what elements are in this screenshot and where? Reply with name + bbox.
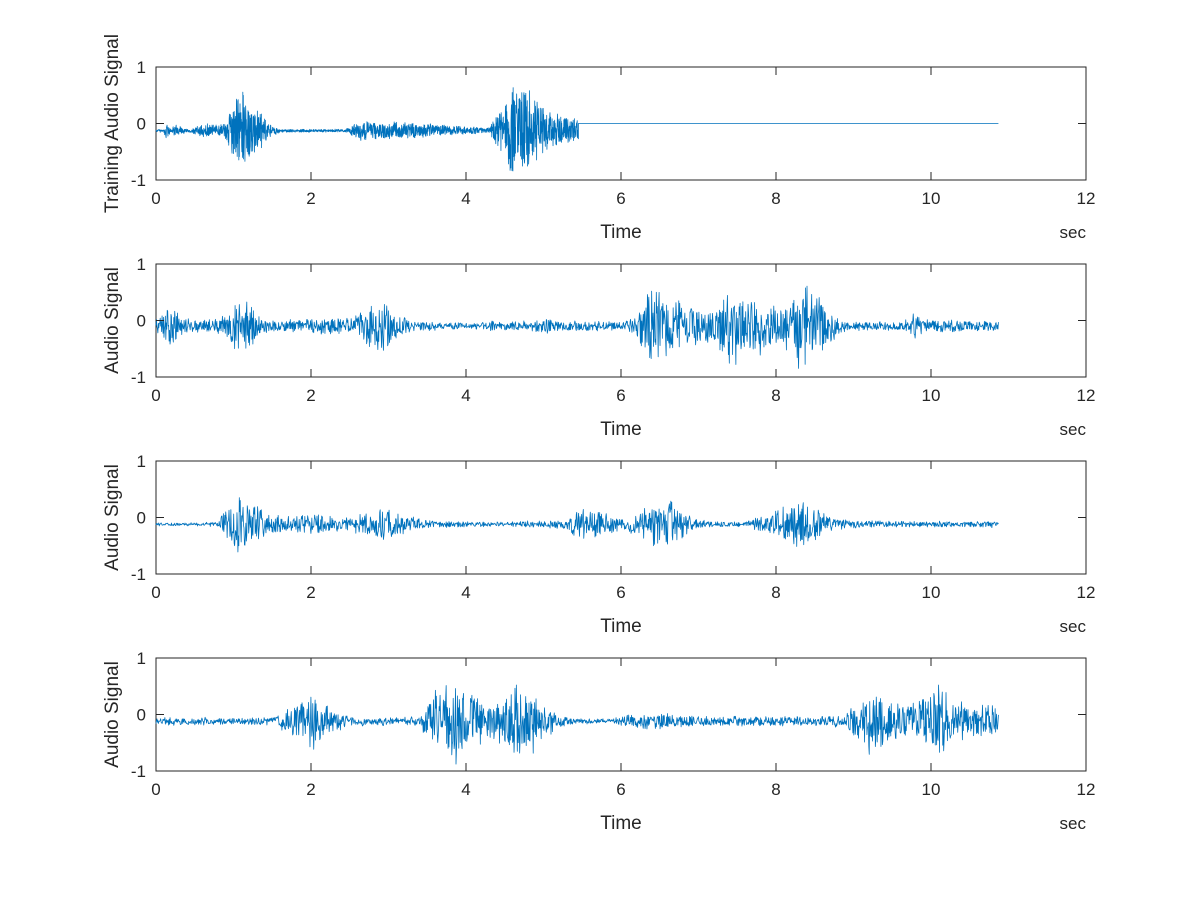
x-tick-label: 4 <box>461 189 470 208</box>
y-tick-label: 0 <box>137 509 146 528</box>
x-tick-label: 10 <box>922 583 941 602</box>
x-tick-label: 4 <box>461 386 470 405</box>
subplot-2: 0 2 4 6 8 10 12 -1 0 1 Time sec Audio Signal <box>102 255 1095 440</box>
x-tick-label: 2 <box>306 189 315 208</box>
plot-area <box>155 460 1087 575</box>
subplot-1: 0 2 4 6 8 10 12 -1 0 1 Time sec Training Audio Signa… <box>102 34 1095 243</box>
signal-line <box>155 497 999 553</box>
y-tick-label: 1 <box>137 255 146 274</box>
signal-line <box>155 285 999 369</box>
subplot-4: 0 2 4 6 8 10 12 -1 0 1 Time sec Audio Signal <box>102 649 1095 834</box>
x-tick-label: 8 <box>771 583 780 602</box>
x-tick-label: 2 <box>306 780 315 799</box>
x-axis-label: Time <box>600 222 642 243</box>
signal-line <box>155 87 999 172</box>
x-tick-label: 12 <box>1077 780 1096 799</box>
y-tick-label: 0 <box>137 312 146 331</box>
x-tick-label: 2 <box>306 583 315 602</box>
x-tick-label: 6 <box>616 189 625 208</box>
x-tick-label: 6 <box>616 386 625 405</box>
x-tick-label: 6 <box>616 583 625 602</box>
x-tick-label: 2 <box>306 386 315 405</box>
y-axis-label: Audio Signal <box>102 464 123 571</box>
x-axis-unit: sec <box>1060 617 1087 636</box>
x-axis-unit: sec <box>1060 223 1087 242</box>
y-tick-label: -1 <box>131 368 146 387</box>
x-tick-label: 8 <box>771 780 780 799</box>
x-tick-label: 6 <box>616 780 625 799</box>
y-tick-label: -1 <box>131 565 146 584</box>
x-tick-label: 4 <box>461 583 470 602</box>
x-axis-unit: sec <box>1060 814 1087 833</box>
y-tick-label: 0 <box>137 706 146 725</box>
y-tick-label: 0 <box>137 115 146 134</box>
y-tick-label: 1 <box>137 452 146 471</box>
x-axis-label: Time <box>600 419 642 440</box>
x-tick-label: 12 <box>1077 583 1096 602</box>
x-tick-label: 0 <box>151 780 160 799</box>
x-tick-label: 0 <box>151 386 160 405</box>
y-axis-label: Audio Signal <box>102 661 123 768</box>
signal-line <box>155 684 999 765</box>
y-tick-label: -1 <box>131 762 146 781</box>
x-tick-label: 10 <box>922 386 941 405</box>
y-axis-label: Training Audio Signal <box>102 34 123 213</box>
x-tick-label: 0 <box>151 583 160 602</box>
x-axis-label: Time <box>600 616 642 637</box>
y-axis-label: Audio Signal <box>102 267 123 374</box>
x-tick-label: 12 <box>1077 189 1096 208</box>
x-tick-label: 8 <box>771 189 780 208</box>
x-tick-label: 8 <box>771 386 780 405</box>
y-tick-label: 1 <box>137 649 146 668</box>
x-tick-label: 4 <box>461 780 470 799</box>
x-tick-label: 10 <box>922 189 941 208</box>
plot-area <box>155 263 1087 378</box>
y-tick-label: 1 <box>137 58 146 77</box>
x-tick-label: 10 <box>922 780 941 799</box>
x-axis-label: Time <box>600 813 642 834</box>
x-tick-label: 12 <box>1077 386 1096 405</box>
subplot-3: 0 2 4 6 8 10 12 -1 0 1 Time sec Audio Signal <box>102 452 1095 637</box>
y-tick-label: -1 <box>131 171 146 190</box>
x-tick-label: 0 <box>151 189 160 208</box>
x-axis-unit: sec <box>1060 420 1087 439</box>
